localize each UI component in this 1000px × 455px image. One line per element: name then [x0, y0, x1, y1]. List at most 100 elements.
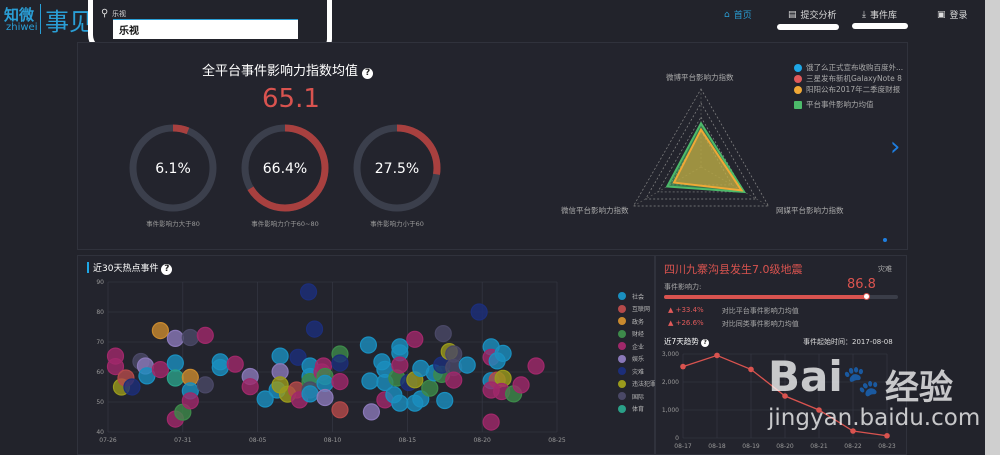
bubble-point[interactable] [331, 401, 349, 419]
legend-item[interactable]: 财经 [618, 328, 656, 341]
legend-item[interactable]: 灾难 [618, 365, 656, 378]
help-icon[interactable]: ? [362, 68, 374, 79]
bubble-point[interactable] [331, 354, 349, 372]
nav-event-library[interactable]: ⤓ 事件库 [862, 9, 897, 22]
bubble-point[interactable] [512, 376, 530, 394]
legend-item[interactable]: 三星发布新机GalaxyNote 8 [794, 73, 903, 84]
bubble-point[interactable] [166, 354, 184, 372]
bubble-point[interactable] [271, 347, 289, 365]
event-title[interactable]: 四川九寨沟县发生7.0级地震 [664, 263, 803, 276]
trend-point[interactable] [748, 366, 754, 373]
bubble-point[interactable] [106, 357, 125, 376]
bubble-point[interactable] [181, 328, 199, 347]
nav-submit-analysis[interactable]: ▤ 提交分析 [788, 9, 837, 22]
summary-value: 65.1 [262, 84, 320, 114]
logo-cn: 知微 [4, 6, 35, 24]
logo-en: zhiwei [6, 22, 38, 33]
x-tick-label: 07-31 [174, 437, 192, 444]
bubble-point[interactable] [527, 357, 545, 375]
legend-item[interactable]: 互联网 [618, 303, 656, 316]
watermark-brand: 经验 [885, 368, 953, 408]
x-tick-label: 08-05 [249, 437, 267, 444]
document-edit-icon: ▤ [788, 9, 797, 20]
legend-item[interactable]: 国际 [618, 390, 656, 403]
event-detail-panel [655, 255, 907, 455]
bubble-point[interactable] [256, 390, 274, 408]
legend-item[interactable]: 政务 [618, 315, 656, 328]
annotation-underline [852, 23, 908, 29]
bubble-point[interactable] [151, 321, 169, 340]
bubble-point[interactable] [181, 392, 199, 410]
legend-item[interactable]: 饿了么正式宣布收购百度外... [794, 62, 903, 73]
right-gutter [908, 0, 985, 455]
carousel-dot[interactable] [883, 238, 887, 242]
bubble-point[interactable] [434, 324, 452, 343]
download-icon: ⤓ [862, 9, 866, 20]
bubble-point[interactable] [362, 403, 381, 421]
bubble-point[interactable] [305, 320, 324, 338]
bubble-point[interactable] [289, 348, 307, 366]
bubble-point[interactable] [482, 413, 500, 431]
legend-item[interactable]: 体育 [618, 403, 656, 416]
impact-label: 事件影响力: [664, 283, 702, 291]
bubble-point[interactable] [391, 394, 409, 412]
bubble-point[interactable] [196, 376, 214, 394]
bubble-point[interactable] [359, 336, 378, 354]
bubble-point[interactable] [226, 355, 244, 373]
trend-point[interactable] [850, 428, 856, 434]
search-label: 乐视 [112, 10, 126, 18]
bubble-point[interactable] [406, 330, 424, 348]
trend-point[interactable] [816, 407, 822, 413]
bubble-point[interactable] [445, 371, 463, 389]
legend-item[interactable]: 违法犯罪 [618, 378, 656, 391]
bubble-legend: 社会 互联网 政务 财经 企业 娱乐 灾难 违法犯罪 国际 体育 [618, 290, 656, 415]
bubble-point[interactable] [196, 326, 214, 345]
bubble-point[interactable] [299, 283, 318, 301]
bubble-point[interactable] [166, 329, 184, 348]
nav-home[interactable]: ⌂ 首页 [724, 9, 752, 22]
bubble-point[interactable] [470, 303, 488, 321]
y-tick-label: 3,000 [662, 351, 679, 358]
event-tag: 灾难 [878, 265, 892, 273]
bubble-point[interactable] [361, 372, 379, 390]
bubble-point[interactable] [301, 385, 319, 403]
scrollbar[interactable] [985, 0, 1000, 455]
bubble-point[interactable] [166, 369, 184, 387]
y-tick-label: 2,000 [662, 379, 679, 386]
bubble-point[interactable] [241, 378, 259, 396]
bubble-point[interactable] [331, 372, 349, 391]
bubble-point[interactable] [436, 391, 454, 410]
legend-item[interactable]: 娱乐 [618, 353, 656, 366]
gauge-fill [241, 124, 329, 212]
y-tick-label: 80 [96, 309, 104, 316]
bubble-point[interactable] [458, 356, 476, 374]
summary-title: 全平台事件影响力指数均值 ? [202, 60, 374, 79]
bubble-point[interactable] [494, 344, 512, 363]
trend-point[interactable] [884, 432, 890, 439]
legend-item[interactable]: 阳阳公布2017年二季度财报 [794, 84, 903, 95]
legend-item[interactable]: 企业 [618, 340, 656, 353]
search-input[interactable] [113, 19, 298, 39]
legend-item[interactable]: 社会 [618, 290, 656, 303]
trend-point[interactable] [782, 393, 788, 399]
compare-row: ▲ +33.4% 对比平台事件影响力均值 [668, 306, 799, 315]
trend-point[interactable] [680, 363, 686, 370]
bubble-point[interactable] [421, 379, 439, 397]
help-icon[interactable]: ? [701, 339, 710, 347]
next-arrow-icon[interactable]: › [890, 132, 901, 162]
bubble-point[interactable] [391, 356, 409, 374]
bubble-point[interactable] [211, 358, 229, 377]
bubble-point[interactable] [316, 388, 334, 407]
x-tick-label: 08-15 [399, 437, 417, 444]
gauge-fill [129, 124, 217, 212]
y-tick-label: 0 [675, 435, 679, 442]
bubble-point[interactable] [123, 378, 141, 396]
legend-item[interactable]: 平台事件影响力均值 [794, 99, 903, 110]
nav-login[interactable]: ▣ 登录 [937, 9, 968, 22]
summary-panel [77, 42, 908, 250]
x-tick-label: 08-20 [473, 437, 491, 444]
trend-point[interactable] [714, 352, 720, 359]
radar-axis-label: 微博平台影响力指数 [666, 73, 734, 82]
bubble-point[interactable] [151, 360, 169, 379]
help-icon[interactable]: ? [161, 264, 173, 275]
